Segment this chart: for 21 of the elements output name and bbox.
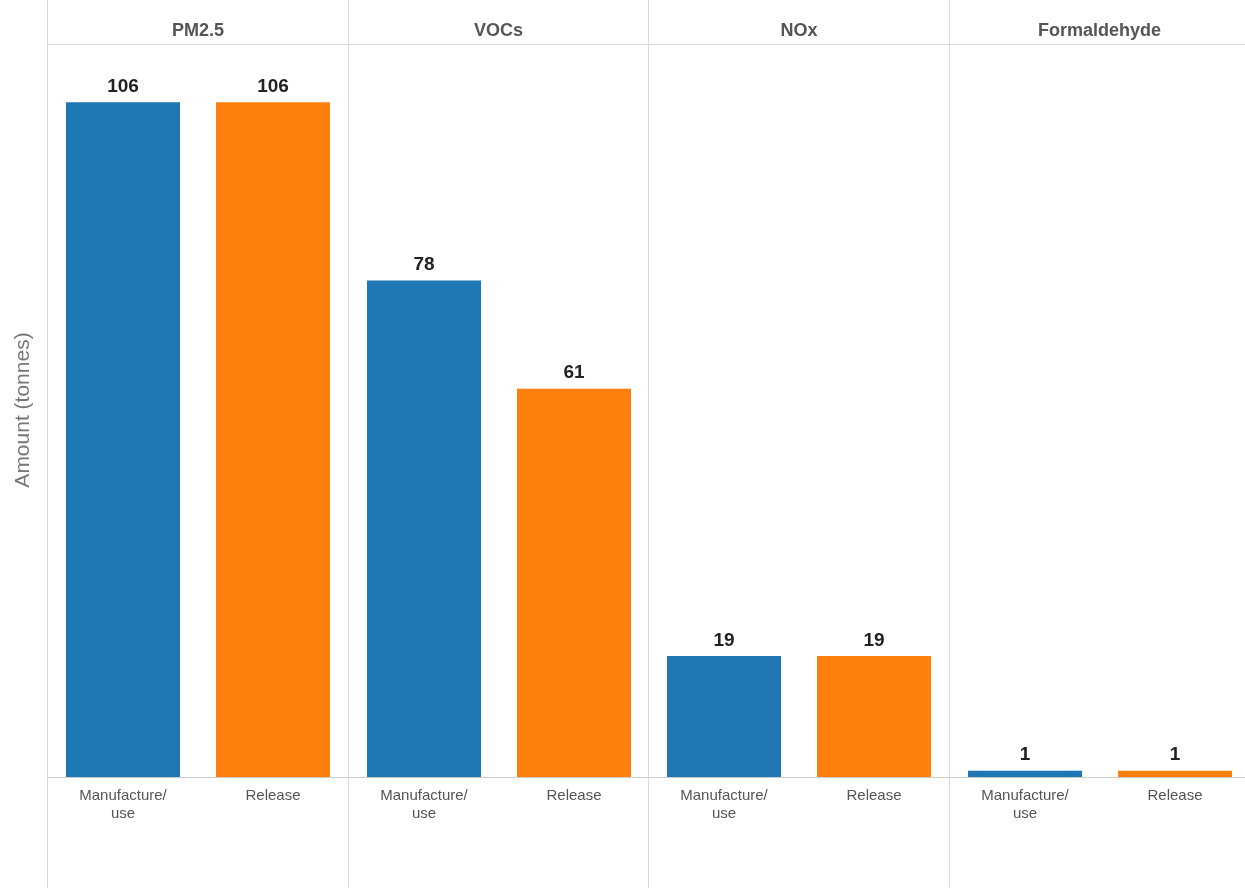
- data-label: 61: [562, 361, 585, 383]
- chart-title: NOx: [649, 0, 949, 45]
- x-tick-label: Release: [245, 786, 301, 804]
- y-axis-title: Amount (tonnes): [10, 332, 34, 488]
- data-label: 1: [1019, 743, 1031, 765]
- x-tick-label: Release: [545, 786, 602, 804]
- x-tick-label: Manufacture/use: [379, 786, 469, 822]
- x-tick-label: Release: [1146, 786, 1203, 804]
- x-tick-label: Manufacture/use: [980, 786, 1070, 822]
- data-label: 19: [713, 628, 735, 650]
- x-tick-label: Manufacture/use: [680, 786, 769, 822]
- x-tick-label: Manufacture/use: [79, 786, 168, 822]
- data-label: 106: [107, 75, 139, 97]
- chart-title: VOCs: [348, 0, 649, 45]
- data-label: 78: [412, 253, 435, 275]
- chart-title: Formaldehyde: [949, 0, 1245, 45]
- chart-title: PM2.5: [48, 0, 348, 45]
- data-label: 19: [863, 628, 885, 650]
- x-tick-label: Release: [846, 786, 902, 804]
- data-label: 1: [1169, 743, 1181, 765]
- data-label: 106: [257, 75, 289, 97]
